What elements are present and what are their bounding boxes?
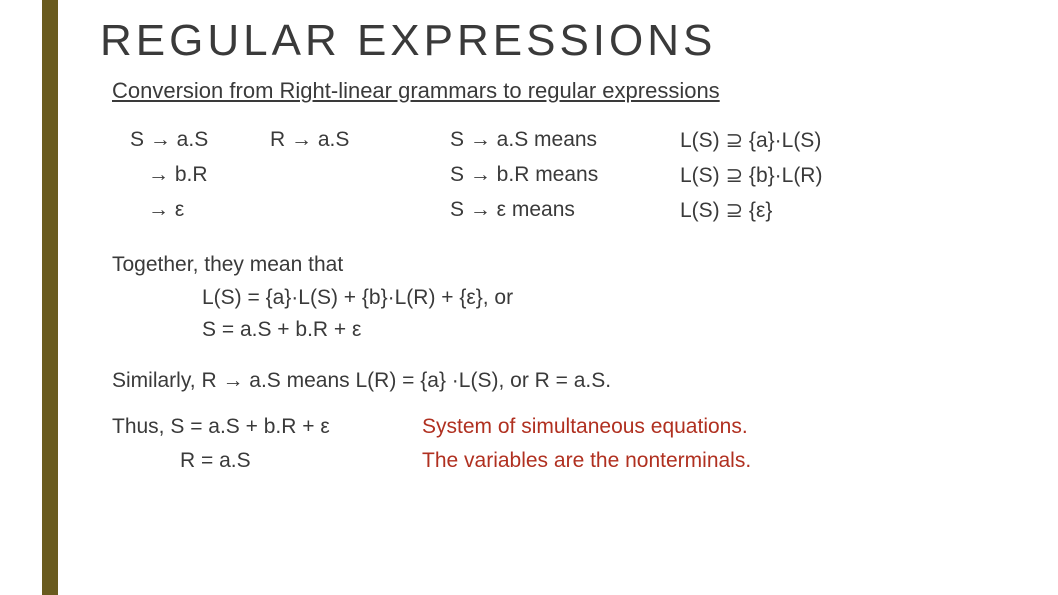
similarly-line: Similarly, R → a.S means L(R) = {a} ·L(S… [112,369,1020,393]
lang-3: L(S) ⊇ {ε} [680,198,1040,223]
grammar-S-rule3: → ε [130,198,270,223]
slide-content: REGULAR EXPRESSIONS Conversion from Righ… [100,16,1020,473]
grammar-grid: S → a.S R → a.S S → a.S means L(S) ⊇ {a}… [130,128,1020,223]
lang-1: L(S) ⊇ {a}·L(S) [680,128,1040,153]
grammar-R-rule: R → a.S [270,128,450,153]
final-eq-S: Thus, S = a.S + b.R + ε [112,415,422,439]
final-grid: Thus, S = a.S + b.R + ε System of simult… [112,415,1020,473]
accent-stripe [42,0,58,595]
final-note-1: System of simultaneous equations. [422,415,982,439]
slide-title: REGULAR EXPRESSIONS [100,16,1020,66]
grammar-S-rule1: S → a.S [130,128,270,153]
together-line1: L(S) = {a}·L(S) + {b}·L(R) + {ε}, or [112,282,1020,315]
slide-subtitle: Conversion from Right-linear grammars to… [112,78,1020,104]
lang-2: L(S) ⊇ {b}·L(R) [680,163,1040,188]
final-note-2: The variables are the nonterminals. [422,449,982,473]
grammar-S-rule2: → b.R [130,163,270,188]
together-block: Together, they mean that L(S) = {a}·L(S)… [112,249,1020,347]
means-1: S → a.S means [450,128,680,153]
grammar-R-rule2 [270,163,450,188]
together-intro: Together, they mean that [112,249,1020,282]
means-3: S → ε means [450,198,680,223]
together-line2: S = a.S + b.R + ε [112,314,1020,347]
grammar-R-rule3 [270,198,450,223]
slide: REGULAR EXPRESSIONS Conversion from Righ… [0,0,1058,595]
means-2: S → b.R means [450,163,680,188]
final-eq-R: R = a.S [112,449,422,473]
